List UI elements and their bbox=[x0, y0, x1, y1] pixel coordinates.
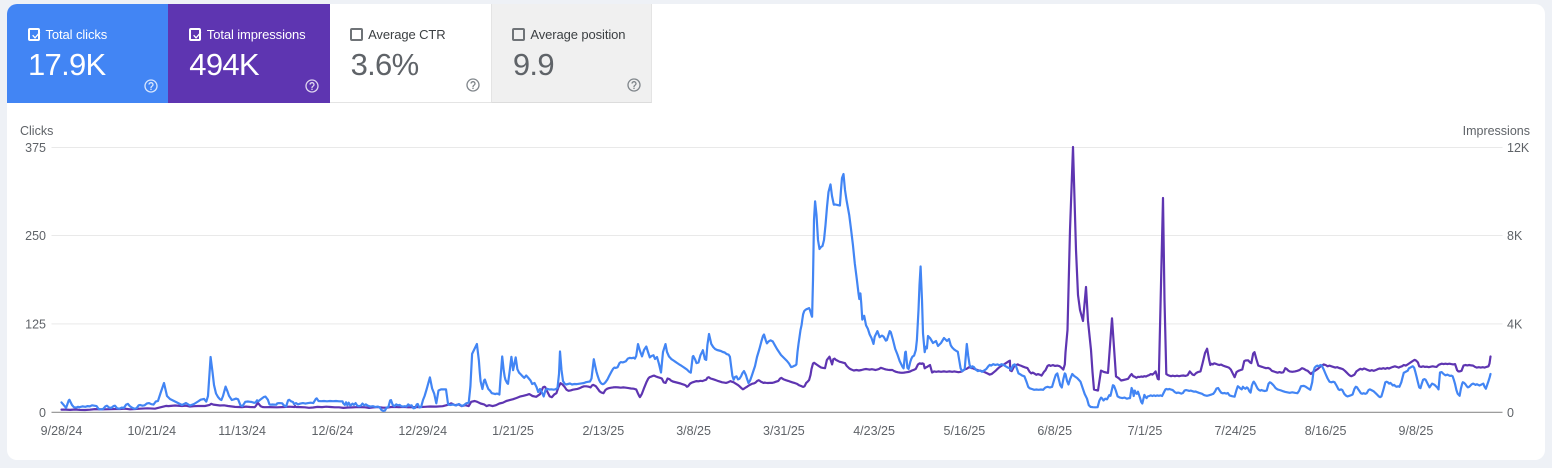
svg-text:7/1/25: 7/1/25 bbox=[1128, 424, 1163, 438]
svg-text:4K: 4K bbox=[1507, 317, 1523, 331]
svg-text:10/21/24: 10/21/24 bbox=[127, 424, 176, 438]
svg-text:8/16/25: 8/16/25 bbox=[1305, 424, 1347, 438]
svg-text:12/6/24: 12/6/24 bbox=[312, 424, 354, 438]
svg-text:5/16/25: 5/16/25 bbox=[944, 424, 986, 438]
svg-text:4/23/25: 4/23/25 bbox=[853, 424, 895, 438]
svg-text:11/13/24: 11/13/24 bbox=[218, 424, 266, 438]
svg-text:250: 250 bbox=[25, 229, 46, 243]
svg-text:7/24/25: 7/24/25 bbox=[1214, 424, 1256, 438]
svg-text:125: 125 bbox=[25, 317, 46, 331]
svg-text:8K: 8K bbox=[1507, 229, 1523, 243]
svg-text:0: 0 bbox=[1507, 406, 1514, 420]
svg-text:9/28/24: 9/28/24 bbox=[41, 424, 83, 438]
svg-text:2/13/25: 2/13/25 bbox=[582, 424, 624, 438]
svg-text:3/31/25: 3/31/25 bbox=[763, 424, 805, 438]
svg-text:12/29/24: 12/29/24 bbox=[398, 424, 447, 438]
svg-text:0: 0 bbox=[39, 406, 46, 420]
svg-text:1/21/25: 1/21/25 bbox=[492, 424, 534, 438]
svg-text:375: 375 bbox=[25, 141, 46, 155]
svg-text:3/8/25: 3/8/25 bbox=[676, 424, 711, 438]
svg-text:9/8/25: 9/8/25 bbox=[1399, 424, 1434, 438]
svg-text:6/8/25: 6/8/25 bbox=[1037, 424, 1072, 438]
svg-text:12K: 12K bbox=[1507, 141, 1530, 155]
